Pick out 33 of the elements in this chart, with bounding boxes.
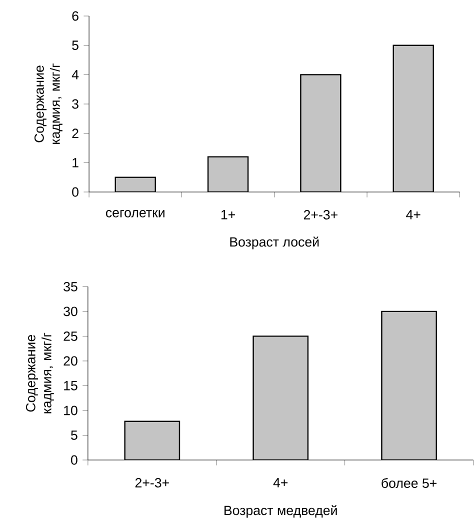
y-tick-label: 1 xyxy=(72,158,78,168)
bar xyxy=(381,310,437,460)
x-tick-label: более 5+ xyxy=(382,478,437,488)
y-tick-label: 15 xyxy=(64,381,78,390)
bar xyxy=(114,176,156,192)
x-tick-label: 4+ xyxy=(273,478,288,488)
x-tick-label: 4+ xyxy=(406,210,420,220)
y-tick-label: 10 xyxy=(64,406,78,416)
bar xyxy=(207,156,249,192)
bar xyxy=(124,420,180,460)
y-tick-label: 5 xyxy=(71,430,78,440)
y-tick-label: 2 xyxy=(72,128,78,138)
x-tick-label: 2+-3+ xyxy=(304,210,338,220)
y-tick-label: 25 xyxy=(64,331,78,341)
x-tick-label: 2+-3+ xyxy=(135,478,169,488)
y-tick-label: 6 xyxy=(72,11,78,21)
y-tick-label: 4 xyxy=(72,70,79,80)
y-tick-label: 5 xyxy=(72,40,78,50)
y-tick-label: 0 xyxy=(72,187,78,197)
y-tick-label: 3 xyxy=(72,99,78,109)
y-tick-label: 0 xyxy=(71,455,78,465)
y-axis-title: Содержание кадмия, мкг/г xyxy=(34,63,62,144)
y-tick-label: 30 xyxy=(64,306,78,316)
bar xyxy=(392,44,434,192)
x-tick-label: 1+ xyxy=(221,210,235,220)
y-tick-label: 35 xyxy=(64,282,78,292)
x-axis-title: Возраст лосей xyxy=(230,236,319,250)
y-axis-title: Содержание кадмия, мкг/г xyxy=(26,332,54,414)
x-axis-title: Возраст медведей xyxy=(224,505,337,518)
bar xyxy=(300,74,342,192)
x-tick-label: сеголетки xyxy=(106,210,164,218)
bar xyxy=(252,336,309,460)
y-tick-label: 20 xyxy=(64,356,78,366)
